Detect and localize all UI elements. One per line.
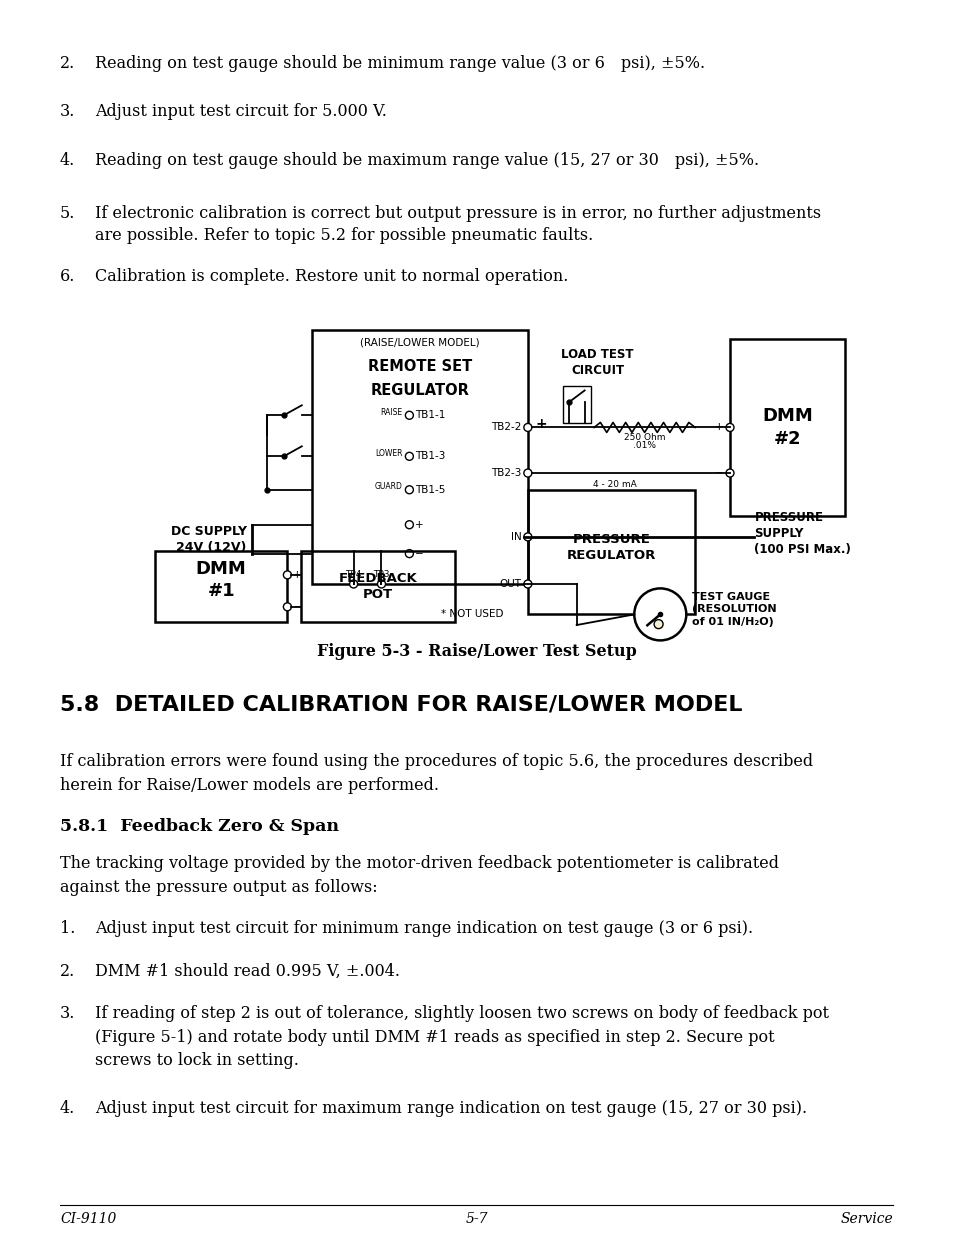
Text: Reading on test gauge should be minimum range value (3 or 6 psi), ±5%.: Reading on test gauge should be minimum … [95, 56, 704, 72]
Text: 2.: 2. [60, 56, 75, 72]
Text: +: + [715, 422, 723, 432]
Text: TEST GAUGE
(RESOLUTION
of 01 IN/H₂O): TEST GAUGE (RESOLUTION of 01 IN/H₂O) [692, 592, 776, 627]
Circle shape [634, 588, 685, 641]
Text: TB2-2: TB2-2 [491, 422, 521, 432]
Text: 2.: 2. [60, 963, 75, 981]
Text: Service: Service [840, 1212, 892, 1226]
Text: Calibration is complete. Restore unit to normal operation.: Calibration is complete. Restore unit to… [95, 268, 568, 285]
Text: RAISE: RAISE [380, 408, 402, 416]
Text: −: − [294, 601, 302, 611]
Text: If electronic calibration is correct but output pressure is in error, no further: If electronic calibration is correct but… [95, 205, 821, 245]
Text: DMM
#1: DMM #1 [195, 561, 246, 600]
Text: 3.: 3. [60, 103, 75, 120]
Circle shape [405, 521, 413, 529]
Circle shape [725, 469, 733, 477]
Circle shape [349, 580, 357, 588]
Text: 1.: 1. [60, 920, 75, 937]
Text: 5.: 5. [60, 205, 75, 222]
Text: OUT: OUT [499, 579, 521, 589]
Text: +: + [294, 569, 302, 580]
Text: 5.8.1  Feedback Zero & Span: 5.8.1 Feedback Zero & Span [60, 818, 338, 835]
Circle shape [283, 571, 291, 579]
Text: DMM
#2: DMM #2 [761, 408, 812, 447]
Text: CI-9110: CI-9110 [60, 1212, 116, 1226]
Text: 3.: 3. [60, 1005, 75, 1023]
Text: −: − [715, 468, 723, 478]
Text: 250 Ohm: 250 Ohm [623, 433, 664, 442]
Bar [729, 340, 844, 515]
Text: * NOT USED: * NOT USED [440, 609, 503, 620]
Bar [312, 330, 527, 584]
Text: 4.: 4. [60, 152, 75, 169]
Text: 4.: 4. [60, 1100, 75, 1116]
Text: IN: IN [511, 532, 521, 542]
Text: The tracking voltage provided by the motor-driven feedback potentiometer is cali: The tracking voltage provided by the mot… [60, 855, 779, 895]
Text: PRESSURE
REGULATOR: PRESSURE REGULATOR [566, 532, 656, 562]
Text: Adjust input test circuit for 5.000 V.: Adjust input test circuit for 5.000 V. [95, 103, 387, 120]
Text: (RAISE/LOWER MODEL): (RAISE/LOWER MODEL) [359, 337, 479, 348]
Circle shape [654, 620, 662, 629]
Bar [154, 551, 287, 622]
Text: Figure 5-3 - Raise/Lower Test Setup: Figure 5-3 - Raise/Lower Test Setup [316, 643, 637, 659]
Text: REMOTE SET: REMOTE SET [367, 359, 472, 374]
Text: .01%: .01% [633, 441, 656, 451]
Circle shape [283, 603, 291, 611]
Circle shape [405, 411, 413, 419]
Circle shape [377, 580, 385, 588]
Text: DMM #1 should read 0.995 V, ±.004.: DMM #1 should read 0.995 V, ±.004. [95, 963, 399, 981]
Text: Adjust input test circuit for minimum range indication on test gauge (3 or 6 psi: Adjust input test circuit for minimum ra… [95, 920, 752, 937]
Bar [301, 551, 455, 622]
Text: GUARD: GUARD [375, 482, 402, 492]
Circle shape [405, 485, 413, 494]
Circle shape [523, 532, 532, 541]
Text: PRESSURE
SUPPLY
(100 PSI Max.): PRESSURE SUPPLY (100 PSI Max.) [754, 511, 850, 557]
Circle shape [405, 452, 413, 461]
Text: −: − [415, 548, 424, 558]
Text: FEEDBACK
POT: FEEDBACK POT [338, 572, 417, 600]
Bar [527, 490, 695, 614]
Text: LOAD TEST
CIRCUIT: LOAD TEST CIRCUIT [560, 348, 633, 378]
Circle shape [725, 424, 733, 431]
Circle shape [523, 580, 532, 588]
Text: TB1-3: TB1-3 [415, 451, 445, 462]
Text: TB2-3: TB2-3 [491, 468, 521, 478]
Text: DC SUPPLY
24V (12V): DC SUPPLY 24V (12V) [171, 525, 247, 553]
Text: TP4: TP4 [345, 571, 361, 579]
Text: 6.: 6. [60, 268, 75, 285]
Circle shape [405, 550, 413, 557]
Circle shape [523, 424, 532, 431]
Text: REGULATOR: REGULATOR [370, 383, 469, 399]
Circle shape [523, 469, 532, 477]
Text: Adjust input test circuit for maximum range indication on test gauge (15, 27 or : Adjust input test circuit for maximum ra… [95, 1100, 806, 1116]
Text: TP3: TP3 [373, 571, 390, 579]
Text: 5.8  DETAILED CALIBRATION FOR RAISE/LOWER MODEL: 5.8 DETAILED CALIBRATION FOR RAISE/LOWER… [60, 695, 741, 715]
Text: If reading of step 2 is out of tolerance, slightly loosen two screws on body of : If reading of step 2 is out of tolerance… [95, 1005, 828, 1070]
Text: 5-7: 5-7 [465, 1212, 488, 1226]
Text: LOWER: LOWER [375, 448, 402, 458]
Text: If calibration errors were found using the procedures of topic 5.6, the procedur: If calibration errors were found using t… [60, 753, 812, 794]
Text: 4 - 20 mA: 4 - 20 mA [593, 480, 637, 489]
Text: TB1-5: TB1-5 [415, 485, 445, 495]
Text: TB1-1: TB1-1 [415, 410, 445, 420]
Bar [562, 387, 590, 424]
Text: +: + [415, 520, 423, 530]
Text: Reading on test gauge should be maximum range value (15, 27 or 30 psi), ±5%.: Reading on test gauge should be maximum … [95, 152, 759, 169]
Text: +: + [536, 417, 547, 431]
